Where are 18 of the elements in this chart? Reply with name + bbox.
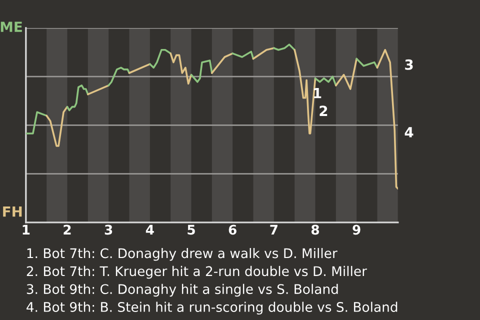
text: 1. Bot 7th: C. Donaghy drew a walk vs D. Miller xyxy=(27,248,338,261)
x-tick-label: 3 xyxy=(104,224,112,235)
text: 2. Bot 7th: T. Krueger hit a 2-run double vs D. Miller xyxy=(26,266,367,279)
annotation: 2 xyxy=(320,106,328,116)
x-tick-label: 9 xyxy=(352,224,360,235)
x-tick-label: 5 xyxy=(188,224,195,235)
x-tick-label: 4 xyxy=(146,224,154,235)
text: FH xyxy=(3,206,22,217)
annotation: 3 xyxy=(405,59,413,70)
x-tick-label: 1 xyxy=(22,224,30,235)
text: ME xyxy=(0,22,22,32)
text: 3. Bot 9th: C. Donaghy hit a single vs S. Boland xyxy=(26,284,338,297)
x-tick-label: 8 xyxy=(311,224,320,235)
text: 4. Bot 9th: B. Stein hit a run-scoring double vs S. Boland xyxy=(26,302,398,315)
x-tick-label: 6 xyxy=(228,224,236,235)
x-tick-label: 7 xyxy=(270,224,278,235)
annotation: 4 xyxy=(404,127,414,138)
x-tick-label: 2 xyxy=(64,224,71,235)
